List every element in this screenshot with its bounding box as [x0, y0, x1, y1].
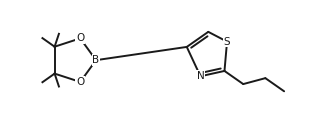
Text: O: O — [76, 77, 84, 87]
Text: O: O — [76, 33, 84, 43]
Text: N: N — [197, 71, 204, 81]
Text: B: B — [93, 55, 100, 65]
Text: S: S — [224, 37, 230, 47]
